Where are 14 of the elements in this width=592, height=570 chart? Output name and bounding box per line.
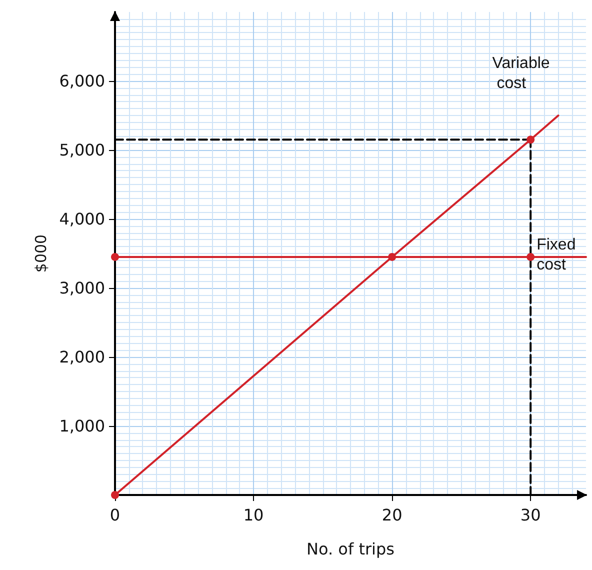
y-tick-label: 5,000	[59, 140, 105, 160]
series-label: Fixed cost	[536, 236, 580, 274]
y-tick-label: 6,000	[59, 72, 105, 90]
x-tick-label: 10	[243, 506, 264, 524]
x-tick-label: 0	[110, 506, 120, 524]
y-tick-label: 1,000	[59, 416, 105, 436]
y-tick-label: 3,000	[59, 278, 105, 298]
y-tick-label: 4,000	[59, 210, 105, 228]
y-tick-label: 2,000	[59, 348, 105, 366]
x-tick-label: 30	[520, 506, 541, 524]
series-label: Variable cost	[492, 55, 550, 92]
x-axis-title: No. of trips	[306, 540, 394, 558]
x-tick-label: 20	[382, 506, 402, 524]
y-axis-title: $000	[32, 234, 50, 273]
